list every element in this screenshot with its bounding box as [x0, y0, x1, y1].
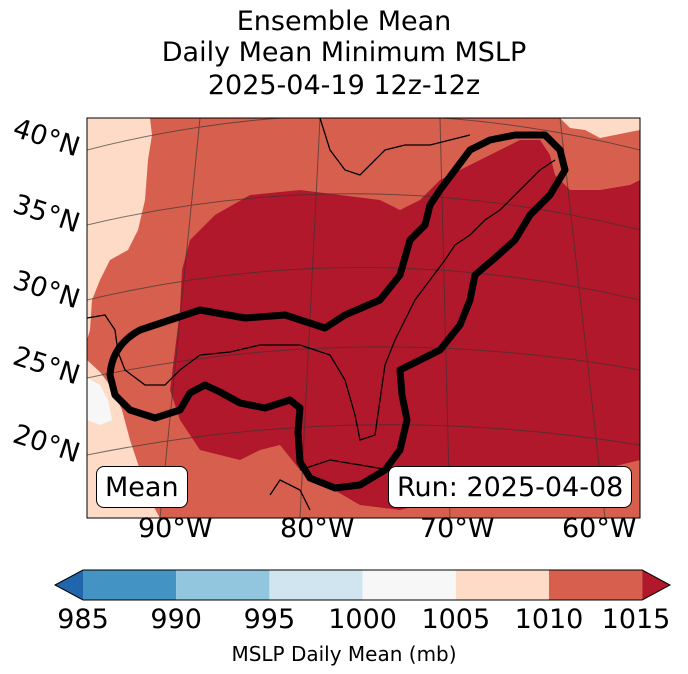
- colorbar-tick-1015: 1015: [601, 604, 671, 635]
- graticule: [87, 118, 640, 518]
- colorbar-tick-1010: 1010: [514, 604, 584, 635]
- graticule-lon-60: [559, 118, 606, 518]
- lon-label-70w: 70°W: [420, 513, 495, 544]
- mslp-band-1000-white: [87, 378, 112, 425]
- coastline-yucatan: [269, 479, 311, 511]
- title-line-3: 2025-04-19 12z-12z: [207, 70, 481, 101]
- colorbar-segment-1010-1015: [549, 570, 643, 600]
- ensemble-mean-contour: [106, 131, 569, 492]
- colorbar-outline: [53, 569, 672, 601]
- colorbar-tick-985: 985: [57, 604, 109, 635]
- colorbar-label: MSLP Daily Mean (mb): [231, 642, 457, 666]
- colorbar-tick-1000: 1000: [328, 604, 397, 635]
- coastline-gulf-atlantic: [87, 159, 556, 441]
- mean-label-box: Mean: [96, 466, 188, 508]
- colorbar-tick-995: 995: [243, 604, 296, 635]
- colorbar-segment-985-990: [83, 570, 177, 600]
- graticule-lat-30: [87, 267, 640, 301]
- coastline-great-lakes: [319, 118, 471, 176]
- colorbar-tick-1005: 1005: [421, 604, 491, 635]
- lon-label-60w: 60°W: [562, 513, 637, 544]
- run-date-box: Run: 2025-04-08: [388, 466, 633, 508]
- mslp-band-1005-peach-north: [560, 118, 640, 138]
- colorbar-segment-1000-1005: [362, 570, 456, 600]
- graticule-lat-35: [87, 193, 640, 231]
- mslp-band-1005-peach-west: [87, 118, 152, 340]
- graticule-lon-80: [299, 118, 321, 518]
- colorbar: [53, 569, 672, 601]
- map-frame: [86, 117, 641, 519]
- colorbar-segment-1005-1010: [455, 570, 549, 600]
- colorbar-extend-high: [642, 570, 670, 600]
- colorbar-tick-990: 990: [150, 604, 202, 635]
- lon-label-90w: 90°W: [138, 513, 213, 544]
- colorbar-segment-995-1000: [269, 570, 363, 600]
- graticule-lat-20: [87, 424, 640, 456]
- title-line-1: Ensemble Mean: [236, 6, 452, 37]
- title-line-2: Daily Mean Minimum MSLP: [161, 37, 527, 68]
- lon-label-80w: 80°W: [280, 513, 355, 544]
- graticule-lat-40: [87, 118, 640, 151]
- graticule-lat-25: [87, 346, 640, 379]
- colorbar-segment-990-995: [176, 570, 270, 600]
- colorbar-extend-low: [55, 570, 83, 600]
- mslp-field: [87, 118, 640, 518]
